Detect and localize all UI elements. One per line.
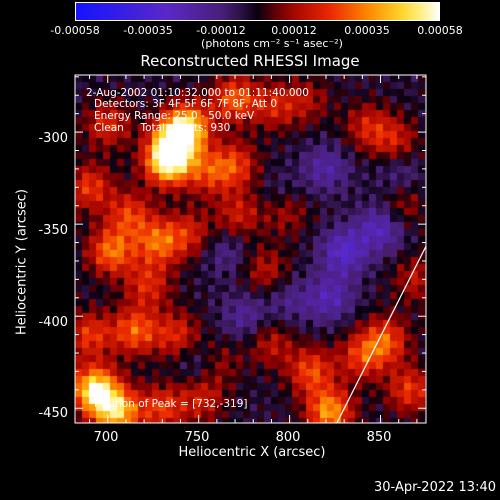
colorbar-tick-label: 0.00035 xyxy=(344,24,390,37)
colorbar-tick-label: -0.00035 xyxy=(123,24,173,37)
x-tick-label: 800 xyxy=(275,430,301,445)
x-tick-label: 700 xyxy=(93,430,119,445)
colorbar xyxy=(75,2,440,21)
y-tick-label: -450 xyxy=(38,406,68,421)
peak-position-annotation: Position of Peak = [732,-319] xyxy=(94,398,248,410)
x-tick-label: 850 xyxy=(366,430,392,445)
y-tick-label: -350 xyxy=(38,223,68,238)
colorbar-tick-label: -0.00012 xyxy=(196,24,246,37)
timestamp: 30-Apr-2022 13:40 xyxy=(374,480,496,495)
x-axis-label: Heliocentric X (arcsec) xyxy=(178,445,326,460)
colorbar-tick-label: 0.00058 xyxy=(417,24,463,37)
detectors-annotation: Detectors: 3F 4F 5F 6F 7F 8F, Att 0 xyxy=(94,98,278,110)
chart-title: Reconstructed RHESSI Image xyxy=(140,52,360,70)
colorbar-tick-label: -0.00058 xyxy=(50,24,100,37)
y-tick-label: -300 xyxy=(38,131,68,146)
clean-counts-annotation: Clean Total counts: 930 xyxy=(94,122,231,134)
heatmap-image xyxy=(75,75,426,423)
y-axis-label: Heliocentric Y (arcsec) xyxy=(14,189,30,335)
x-tick-label: 750 xyxy=(184,430,210,445)
plot-frame xyxy=(74,74,427,424)
energy-range-annotation: Energy Range: 25.0 - 50.0 keV xyxy=(94,110,255,122)
solar-limb-line xyxy=(336,245,427,424)
y-tick-label: -400 xyxy=(38,315,68,330)
colorbar-tick-label: 0.00012 xyxy=(271,24,317,37)
time-range-annotation: 2-Aug-2002 01:10:32.000 to 01:11:40.000 xyxy=(86,87,309,99)
colorbar-units: (photons cm⁻² s⁻¹ asec⁻²) xyxy=(201,37,343,50)
